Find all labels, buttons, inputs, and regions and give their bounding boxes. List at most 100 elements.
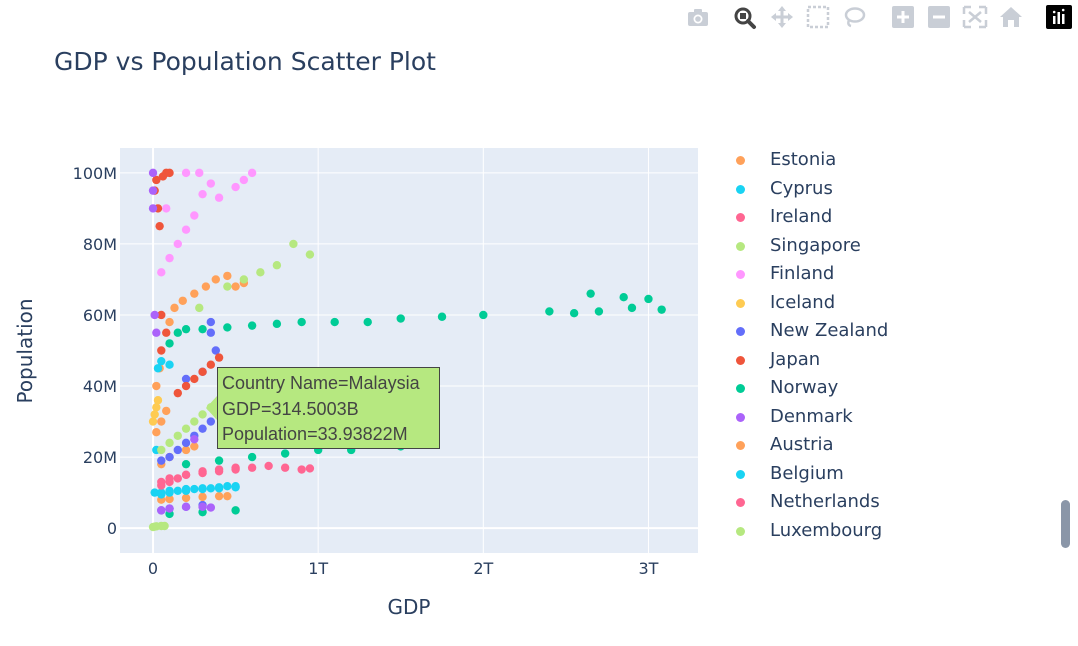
data-point[interactable]	[264, 461, 273, 471]
data-point[interactable]	[330, 317, 339, 327]
data-point[interactable]	[363, 317, 372, 327]
legend-item[interactable]: Cyprus	[732, 176, 932, 202]
data-point[interactable]	[195, 303, 204, 313]
data-point[interactable]	[619, 293, 628, 302]
data-point[interactable]	[165, 253, 174, 263]
data-point[interactable]	[160, 521, 169, 531]
data-point[interactable]	[181, 502, 191, 512]
data-point[interactable]	[165, 317, 174, 327]
data-point[interactable]	[165, 168, 174, 178]
zoom-icon[interactable]	[731, 4, 759, 30]
legend-item[interactable]: New Zealand	[732, 318, 932, 344]
data-point[interactable]	[165, 494, 174, 504]
data-point[interactable]	[231, 483, 240, 492]
data-point[interactable]	[165, 504, 174, 513]
data-point[interactable]	[181, 445, 191, 455]
data-point[interactable]	[545, 307, 554, 316]
data-point[interactable]	[190, 289, 199, 298]
data-point[interactable]	[150, 310, 159, 320]
data-point[interactable]	[657, 305, 666, 314]
data-point[interactable]	[206, 179, 216, 188]
data-point[interactable]	[198, 367, 207, 377]
data-point[interactable]	[231, 182, 240, 192]
data-point[interactable]	[223, 491, 232, 501]
data-point[interactable]	[157, 346, 166, 355]
data-point[interactable]	[162, 406, 171, 416]
data-point[interactable]	[157, 477, 166, 487]
data-point[interactable]	[148, 168, 158, 178]
data-point[interactable]	[190, 211, 199, 220]
data-point[interactable]	[198, 324, 207, 334]
data-point[interactable]	[214, 353, 224, 362]
data-point[interactable]	[198, 502, 207, 512]
data-point[interactable]	[155, 221, 164, 231]
data-point[interactable]	[223, 323, 232, 332]
data-point[interactable]	[153, 396, 163, 405]
data-point[interactable]	[153, 364, 163, 373]
data-point[interactable]	[152, 175, 161, 185]
data-point[interactable]	[239, 175, 249, 185]
data-point[interactable]	[247, 452, 257, 462]
data-point[interactable]	[150, 488, 159, 497]
data-point[interactable]	[289, 239, 298, 249]
legend-item[interactable]: Japan	[732, 347, 932, 373]
data-point[interactable]	[181, 381, 191, 391]
data-point[interactable]	[165, 474, 174, 483]
plot-area[interactable]	[120, 148, 698, 553]
data-point[interactable]	[437, 312, 447, 321]
zoom-out-icon[interactable]	[925, 4, 953, 30]
data-point[interactable]	[214, 484, 224, 493]
data-point[interactable]	[181, 493, 191, 503]
data-point[interactable]	[157, 356, 166, 366]
data-point[interactable]	[165, 452, 174, 462]
data-point[interactable]	[627, 303, 637, 313]
data-point[interactable]	[173, 328, 182, 337]
data-point[interactable]	[157, 456, 166, 465]
data-point[interactable]	[223, 282, 232, 291]
data-point[interactable]	[272, 261, 282, 270]
data-point[interactable]	[305, 250, 315, 259]
data-point[interactable]	[223, 271, 232, 281]
data-point[interactable]	[231, 506, 240, 515]
data-point[interactable]	[195, 168, 204, 178]
legend-item[interactable]: Luxembourg	[732, 518, 932, 544]
data-point[interactable]	[396, 314, 405, 323]
data-point[interactable]	[297, 465, 306, 474]
reset-axes-icon[interactable]	[997, 4, 1025, 30]
data-point[interactable]	[181, 424, 191, 433]
legend-item[interactable]: Denmark	[732, 404, 932, 430]
legend-item[interactable]: Singapore	[732, 233, 932, 259]
data-point[interactable]	[162, 328, 171, 337]
data-point[interactable]	[162, 204, 171, 213]
scatter-points[interactable]	[148, 168, 666, 532]
data-point[interactable]	[181, 374, 191, 384]
data-point[interactable]	[181, 438, 191, 448]
data-point[interactable]	[152, 428, 161, 437]
legend-item[interactable]: Estonia	[732, 147, 932, 173]
data-point[interactable]	[247, 321, 257, 330]
data-point[interactable]	[198, 467, 207, 476]
data-point[interactable]	[181, 486, 191, 496]
legend-item[interactable]: Iceland	[732, 290, 932, 316]
data-point[interactable]	[181, 470, 191, 480]
data-point[interactable]	[223, 482, 232, 491]
data-point[interactable]	[157, 445, 166, 455]
data-point[interactable]	[150, 410, 159, 419]
data-point[interactable]	[644, 294, 653, 304]
data-point[interactable]	[305, 464, 315, 473]
legend-item[interactable]: Finland	[732, 261, 932, 287]
data-point[interactable]	[198, 424, 207, 433]
data-point[interactable]	[157, 490, 166, 499]
data-point[interactable]	[198, 492, 207, 502]
data-point[interactable]	[272, 319, 282, 329]
data-point[interactable]	[148, 204, 158, 213]
data-point[interactable]	[201, 282, 211, 291]
data-point[interactable]	[165, 360, 174, 369]
data-point[interactable]	[173, 486, 182, 496]
box-select-icon[interactable]	[804, 4, 832, 30]
legend-item[interactable]: Ireland	[732, 204, 932, 230]
data-point[interactable]	[214, 491, 224, 501]
data-point[interactable]	[157, 268, 166, 277]
data-point[interactable]	[214, 193, 224, 202]
data-point[interactable]	[152, 381, 161, 391]
